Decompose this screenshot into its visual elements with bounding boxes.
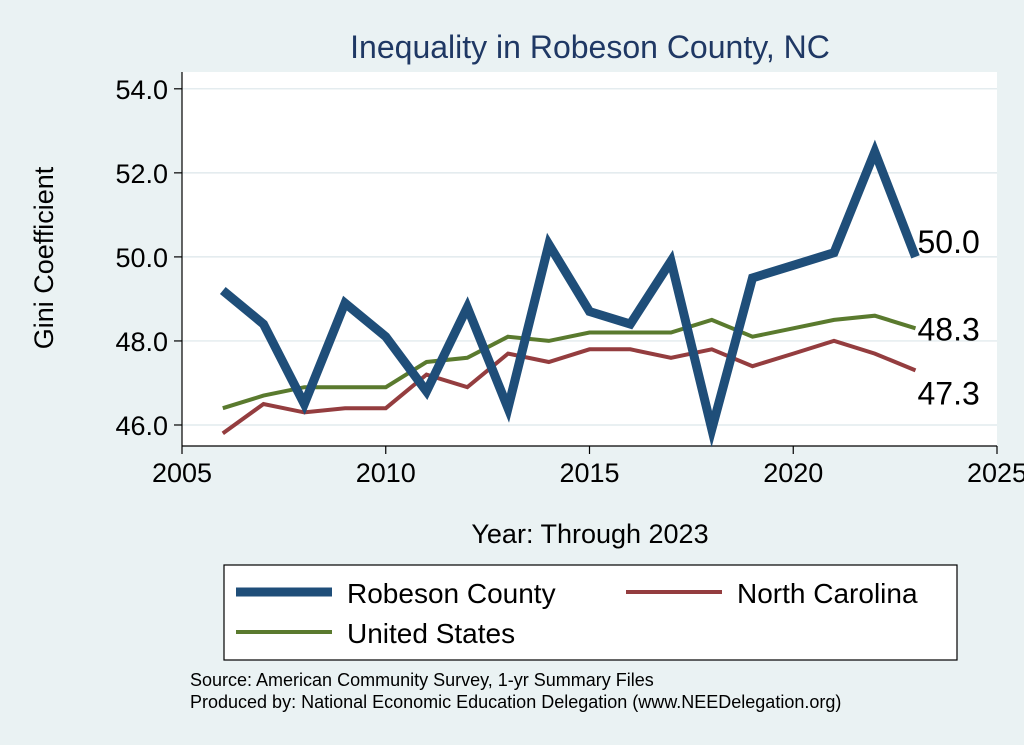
y-tick-label-0: 46.0 xyxy=(115,411,168,441)
end-labels: 50.0 47.3 48.3 xyxy=(918,224,980,411)
series-lines xyxy=(219,139,920,448)
legend: Robeson County North Carolina United Sta… xyxy=(223,564,958,661)
end-label-north-carolina: 47.3 xyxy=(918,375,980,411)
y-tick-label-4: 54.0 xyxy=(115,75,168,105)
y-tick-label-2: 50.0 xyxy=(115,243,168,273)
y-tick-label-3: 52.0 xyxy=(115,159,168,189)
end-label-robeson-county: 50.0 xyxy=(918,224,980,260)
legend-box xyxy=(223,564,958,661)
y-axis-label: Gini Coefficient xyxy=(29,166,59,349)
x-axis-ticks: 2005 2010 2015 2020 2025 xyxy=(152,446,1024,488)
x-tick-label-2: 2015 xyxy=(559,458,619,488)
x-tick-label-3: 2020 xyxy=(763,458,823,488)
x-tick-label-0: 2005 xyxy=(152,458,212,488)
y-tick-label-1: 48.0 xyxy=(115,327,168,357)
plot-area xyxy=(182,72,997,446)
end-label-united-states: 48.3 xyxy=(918,311,980,347)
y-axis-ticks: 46.0 48.0 50.0 52.0 54.0 xyxy=(115,75,182,441)
x-axis-label: Year: Through 2023 xyxy=(471,519,708,549)
series-line-robeson-county xyxy=(219,139,920,448)
legend-label-united-states: United States xyxy=(347,618,515,649)
x-tick-label-1: 2010 xyxy=(356,458,416,488)
legend-label-robeson-county: Robeson County xyxy=(347,578,556,609)
series-line-united-states xyxy=(222,313,917,411)
grid xyxy=(182,88,997,426)
chart-title: Inequality in Robeson County, NC xyxy=(350,29,830,65)
producer-note: Produced by: National Economic Education… xyxy=(190,692,841,712)
source-note: Source: American Community Survey, 1-yr … xyxy=(190,670,654,690)
series-line-north-carolina xyxy=(221,338,917,436)
x-tick-label-4: 2025 xyxy=(967,458,1024,488)
legend-label-north-carolina: North Carolina xyxy=(737,578,918,609)
